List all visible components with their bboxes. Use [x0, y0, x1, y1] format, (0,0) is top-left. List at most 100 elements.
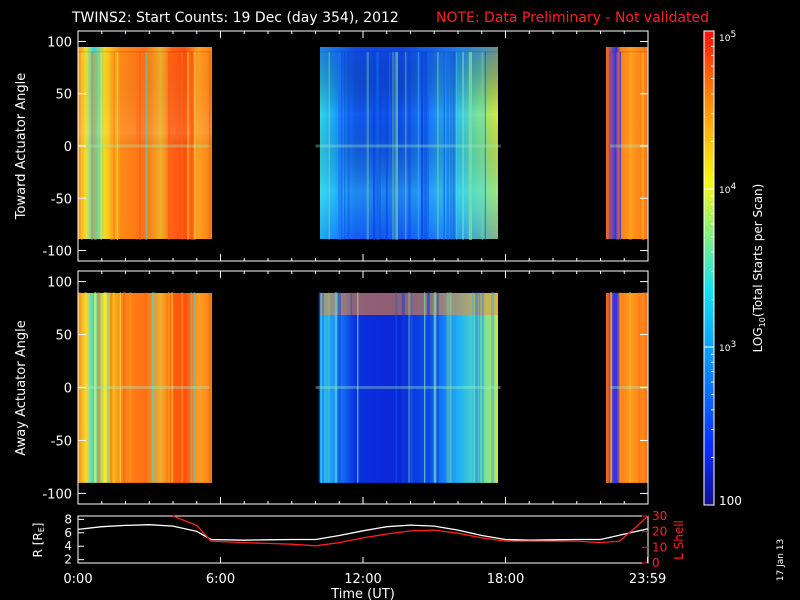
top-heatmap-cell: [190, 51, 194, 241]
x-tick-label: 12:00: [344, 572, 381, 587]
middle-ytick-label: 100: [47, 276, 72, 291]
top-heatmap-cell: [180, 51, 183, 241]
middle-heatmap-cell: [337, 292, 341, 483]
top-heatmap-interval-3: [606, 47, 648, 239]
top-heatmap-cell: [385, 51, 388, 241]
top-heatmap-cell: [443, 51, 445, 241]
colorbar-label-sub: 10: [758, 317, 767, 327]
top-heatmap-cell: [389, 51, 391, 241]
middle-heatmap-cell: [318, 292, 321, 483]
top-heatmap-cell: [193, 51, 197, 241]
bottom-ytick-label: 4: [64, 539, 72, 553]
middle-heatmap-interval-1: [78, 293, 212, 483]
top-heatmap-interval-2: [320, 47, 498, 239]
top-heatmap-cell: [462, 51, 464, 241]
bottom-ylabel-right: L Shell: [672, 520, 686, 560]
bottom-ytick-right-label: 10: [652, 540, 667, 554]
top-ytick-label: -100: [42, 245, 72, 260]
middle-heatmap-cell: [119, 292, 121, 483]
middle-heatmap-cell: [449, 292, 452, 483]
colorbar-tick-label: 103: [719, 340, 736, 354]
middle-y-axis: -100 -50 0 50 100: [42, 276, 648, 502]
top-heatmap-cell: [187, 51, 189, 241]
top-heatmap-cell: [446, 51, 449, 241]
top-heatmap-cell: [427, 51, 429, 241]
top-ylabel: Toward Actuator Angle: [14, 73, 29, 220]
bottom-ytick-label: 6: [64, 526, 72, 540]
top-ytick-label: 100: [47, 35, 72, 50]
top-heatmap-cell: [344, 51, 346, 241]
middle-heatmap-cell: [433, 292, 437, 483]
middle-heatmap-cell: [334, 292, 338, 483]
middle-heatmap-cell: [193, 292, 196, 483]
top-heatmap-cell: [456, 51, 458, 241]
middle-heatmap-cell: [151, 292, 155, 483]
middle-heatmap-cell: [411, 292, 413, 483]
top-heatmap-cell: [408, 51, 411, 241]
middle-heatmap-cell: [436, 292, 439, 483]
colorbar-tick-base: 10: [719, 186, 731, 196]
top-zero-angle-band: [315, 144, 501, 148]
date-stamp: 17 Jan 13: [776, 539, 786, 582]
middle-heatmap-cell: [472, 292, 474, 483]
bottom-ytick-right-label: 30: [652, 509, 667, 523]
middle-zero-angle-band: [315, 386, 501, 389]
top-zero-angle-band: [78, 144, 210, 148]
bottom-ytick-right-label: 20: [652, 525, 667, 539]
x-tick-label: 23:59: [629, 572, 666, 587]
middle-ytick-label: -50: [51, 434, 72, 449]
top-heatmap-cell: [392, 51, 395, 241]
top-heatmap-cell: [145, 51, 148, 241]
ylabel-left-main: R [R: [31, 532, 45, 557]
r-distance-line: [77, 524, 649, 541]
top-panel: -100 -50 0 50 100 Toward Actuator Angle: [14, 30, 649, 262]
middle-heatmap-cell: [401, 292, 405, 483]
top-interval-edge: [315, 51, 502, 241]
top-heatmap-cell: [395, 51, 398, 241]
l-shell-line: [172, 515, 649, 547]
top-heatmap-cell: [373, 51, 376, 241]
top-heatmap-cell: [484, 51, 486, 241]
middle-heatmap-interval-2: [320, 293, 498, 483]
middle-zero-angle-band: [78, 386, 210, 389]
middle-ylabel: Away Actuator Angle: [14, 320, 29, 455]
middle-heatmap-cell: [638, 292, 640, 483]
middle-heatmap-cell: [113, 292, 115, 483]
middle-heatmap-cell: [481, 292, 485, 483]
preliminary-note: NOTE: Data Preliminary - Not validated: [436, 10, 709, 26]
bottom-ytick-label: 2: [64, 553, 72, 567]
top-heatmap-cell: [404, 51, 407, 241]
bottom-line-series: [77, 515, 649, 547]
colorbar-tick-base: 10: [719, 34, 731, 44]
top-heatmap-cell: [94, 51, 97, 241]
top-heatmap-cell: [341, 51, 343, 241]
top-heatmap-cell: [168, 51, 171, 241]
middle-heatmap-cell: [328, 292, 330, 483]
middle-heatmap-cell: [619, 292, 622, 483]
colorbar-label: LOG10(Total Starts per Scan): [751, 184, 767, 353]
top-heatmap-cell: [379, 51, 381, 241]
top-heatmap-cell: [481, 51, 484, 241]
middle-heatmap-cell: [610, 292, 612, 483]
middle-panel: -100 -50 0 50 100 Away Actuator Angle: [14, 270, 649, 505]
middle-heatmap-cell: [427, 292, 430, 483]
middle-heatmap-cell: [97, 292, 101, 483]
middle-heatmap-cell: [103, 292, 107, 483]
top-heatmap-cell: [90, 51, 94, 241]
middle-heatmap-cell: [155, 292, 157, 483]
middle-heatmap-cell: [424, 292, 426, 483]
middle-cells-2: [320, 293, 498, 483]
middle-heatmap-cell: [613, 292, 616, 483]
top-heatmap-cell: [113, 51, 115, 241]
colorbar-tick-base: 10: [719, 344, 731, 354]
bottom-ytick-right-label: 0: [652, 556, 660, 570]
top-ytick-label: 0: [64, 140, 72, 155]
colorbar-label-rest: (Total Starts per Scan): [751, 184, 765, 318]
top-y-axis: -100 -50 0 50 100: [42, 35, 648, 260]
middle-heatmap-cell: [94, 292, 97, 483]
